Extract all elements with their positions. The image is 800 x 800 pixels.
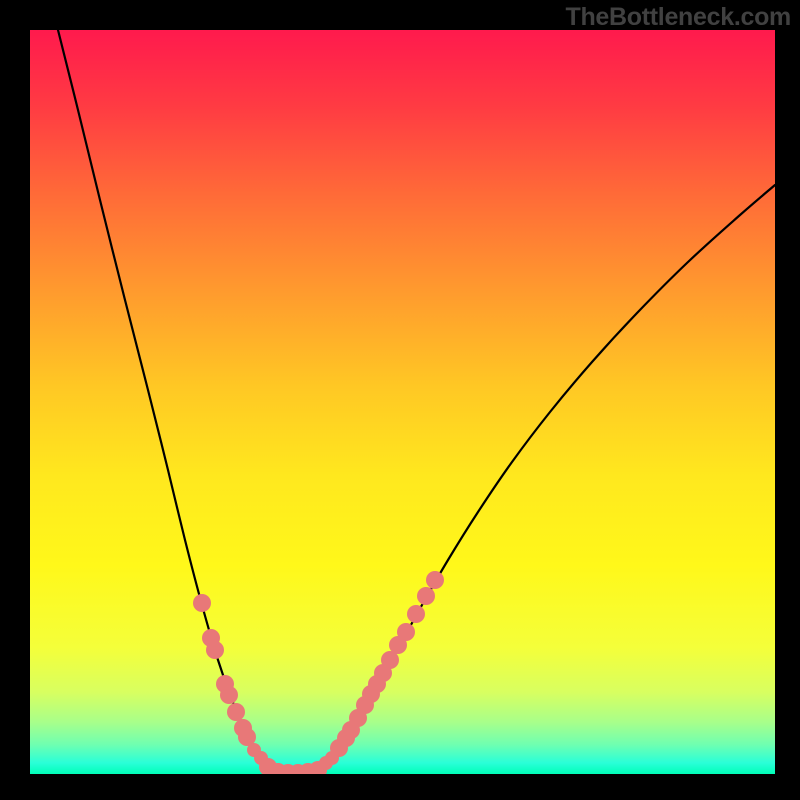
chart-container: TheBottleneck.com: [0, 0, 800, 800]
plot-area: [30, 30, 775, 774]
watermark-text: TheBottleneck.com: [565, 3, 791, 32]
